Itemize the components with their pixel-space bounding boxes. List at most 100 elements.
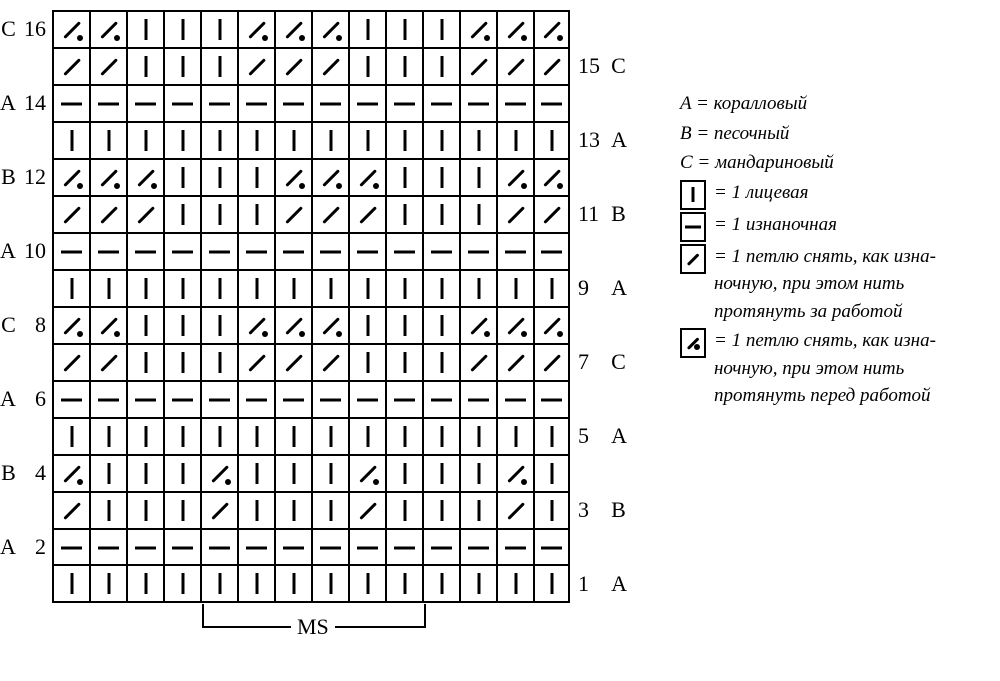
chart-cell: [163, 493, 200, 528]
chart-cell: [348, 12, 385, 47]
chart-row: 3B: [0, 491, 630, 528]
chart-cell: [126, 197, 163, 232]
purl-symbol: [318, 239, 344, 265]
knit-symbol: [503, 424, 529, 450]
row-cells: [52, 84, 570, 121]
row-cells: [52, 232, 570, 269]
chart-cell: [200, 456, 237, 491]
chart-cell: [126, 271, 163, 306]
purl-symbol: [96, 535, 122, 561]
slip_front-symbol: [281, 17, 307, 43]
legend-symbol-line: = 1 петлю снять, как изна­ночную, при эт…: [680, 243, 980, 326]
chart-cell: [163, 123, 200, 158]
chart-cell: [385, 197, 422, 232]
knit-symbol: [207, 350, 233, 376]
legend-color-line: B = песочный: [680, 120, 980, 148]
row-cells: [52, 417, 570, 454]
chart-cell: [496, 197, 533, 232]
chart-cell: [200, 86, 237, 121]
legend-symbol-line: = 1 лицевая: [680, 179, 980, 209]
knit-symbol: [392, 350, 418, 376]
knit-symbol: [207, 54, 233, 80]
chart-cell: [237, 49, 274, 84]
slip_back-symbol: [133, 202, 159, 228]
purl-symbol: [281, 535, 307, 561]
row-number-label: 11: [570, 201, 607, 227]
purl-symbol: [133, 239, 159, 265]
row-label-left: B4: [0, 460, 52, 486]
chart-cell: [126, 49, 163, 84]
chart-cell: [52, 566, 89, 601]
chart-cell: [237, 566, 274, 601]
chart-cell: [200, 419, 237, 454]
purl-symbol: [392, 535, 418, 561]
chart-cell: [496, 160, 533, 195]
legend-color-line: C = мандариновый: [680, 149, 980, 177]
row-number-label: 5: [570, 423, 607, 449]
chart-cell: [459, 493, 496, 528]
purl-symbol: [539, 535, 565, 561]
chart-cell: [89, 160, 126, 195]
chart-cell: [385, 566, 422, 601]
chart-cell: [496, 419, 533, 454]
chart-cell: [348, 234, 385, 269]
slip_front-symbol: [96, 165, 122, 191]
chart-cell: [200, 530, 237, 565]
slip_front-symbol: [355, 461, 381, 487]
chart-row: A14: [0, 84, 630, 121]
knit-symbol: [392, 54, 418, 80]
row-label-left: A14: [0, 90, 52, 116]
chart-cell: [385, 308, 422, 343]
row-number-label: 16: [20, 16, 52, 42]
knit-symbol: [392, 202, 418, 228]
slip_back-symbol: [318, 350, 344, 376]
purl-symbol: [466, 535, 492, 561]
purl-symbol: [392, 239, 418, 265]
knit-symbol: [244, 202, 270, 228]
chart-cell: [126, 493, 163, 528]
purl-symbol: [539, 91, 565, 117]
chart-cell: [52, 160, 89, 195]
slip_back-symbol: [281, 54, 307, 80]
knit-symbol: [466, 128, 492, 154]
knit-symbol: [318, 128, 344, 154]
purl-symbol: [207, 387, 233, 413]
row-number-label: 6: [20, 386, 52, 412]
slip_front-symbol: [281, 313, 307, 339]
row-number-label: 9: [570, 275, 607, 301]
chart-cell: [311, 197, 348, 232]
knit-symbol: [429, 276, 455, 302]
chart-cell: [496, 86, 533, 121]
knit-symbol: [466, 276, 492, 302]
slip_front-symbol: [539, 165, 565, 191]
chart-cell: [533, 12, 570, 47]
row-label-right: 9A: [570, 275, 630, 301]
row-number-label: 3: [570, 497, 607, 523]
row-label-right: 11B: [570, 201, 630, 227]
knit-symbol: [244, 498, 270, 524]
chart-cell: [200, 382, 237, 417]
slip_back-symbol: [503, 498, 529, 524]
chart-cell: [89, 308, 126, 343]
chart-cell: [126, 123, 163, 158]
knit-symbol: [170, 202, 196, 228]
chart-row: 7C: [0, 343, 630, 380]
slip_back-symbol: [355, 498, 381, 524]
slip_back-symbol: [207, 498, 233, 524]
slip_back-symbol: [539, 202, 565, 228]
chart-cell: [200, 493, 237, 528]
row-label-right: 7C: [570, 349, 630, 375]
row-label-right: 15C: [570, 53, 630, 79]
knit-symbol: [466, 202, 492, 228]
chart-cell: [422, 456, 459, 491]
legend-swatch: [680, 180, 706, 210]
chart-cell: [496, 308, 533, 343]
chart-cell: [163, 419, 200, 454]
knit-symbol: [355, 350, 381, 376]
purl-symbol: [281, 239, 307, 265]
chart-cell: [274, 308, 311, 343]
knit-symbol: [170, 571, 196, 597]
purl-symbol: [429, 535, 455, 561]
chart-cell: [533, 86, 570, 121]
row-number-label: 15: [570, 53, 607, 79]
